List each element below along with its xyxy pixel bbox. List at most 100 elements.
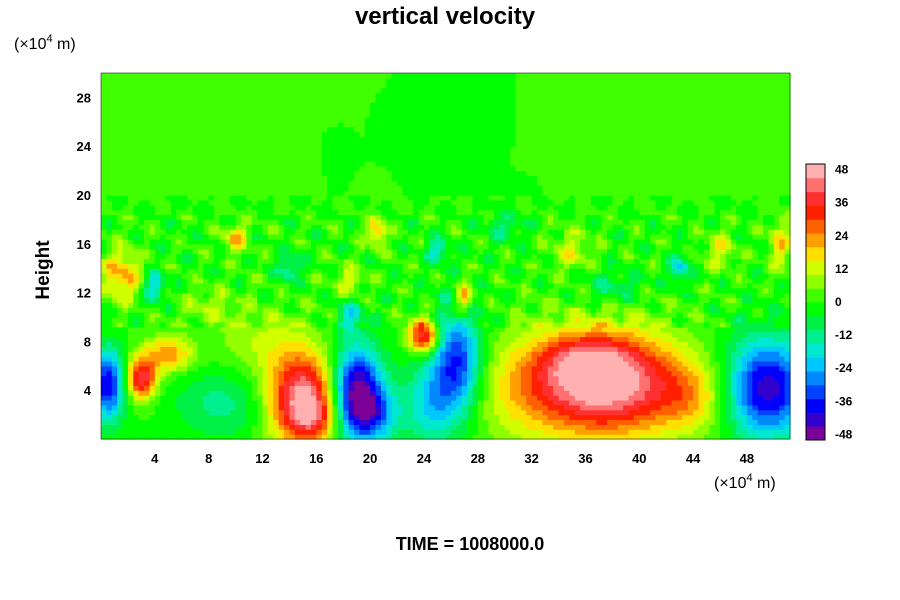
heatmap-cell <box>138 346 145 352</box>
heatmap-cell <box>440 434 447 440</box>
heatmap-cell <box>440 258 447 264</box>
heatmap-cell <box>289 317 296 323</box>
heatmap-cell <box>251 292 258 299</box>
heatmap-cell <box>284 277 290 284</box>
heatmap-cell <box>375 414 382 421</box>
heatmap-cell <box>165 287 172 294</box>
heatmap-cell <box>746 434 753 440</box>
heatmap-cell <box>590 248 597 255</box>
heatmap-cell <box>784 258 791 264</box>
heatmap-cell <box>547 395 554 401</box>
heatmap-cell <box>752 307 759 313</box>
heatmap-cell <box>569 370 576 377</box>
heatmap-cell <box>655 409 662 416</box>
heatmap-cell <box>407 268 414 274</box>
heatmap-cell <box>305 409 312 416</box>
heatmap-cell <box>628 321 635 328</box>
heatmap-cell <box>585 375 592 382</box>
heatmap-cell <box>709 273 716 279</box>
heatmap-cell <box>580 399 587 406</box>
heatmap-cell <box>746 419 753 425</box>
heatmap-cell <box>542 263 549 269</box>
heatmap-cell <box>757 390 764 396</box>
heatmap-cell <box>537 370 543 377</box>
heatmap-cell <box>730 277 737 284</box>
heatmap-cell <box>526 429 533 435</box>
heatmap-cell <box>585 287 592 294</box>
heatmap-cell <box>127 434 134 440</box>
heatmap-cell <box>267 282 274 289</box>
heatmap-cell <box>165 399 172 406</box>
heatmap-cell <box>429 346 436 352</box>
heatmap-cell <box>542 287 549 294</box>
heatmap-cell <box>440 282 447 289</box>
heatmap-cell <box>407 282 414 289</box>
heatmap-cell <box>574 346 581 352</box>
heatmap-cell <box>445 331 452 338</box>
heatmap-cell <box>445 297 452 303</box>
heatmap-cell <box>547 365 554 372</box>
heatmap-cell <box>687 317 694 323</box>
heatmap-cell <box>698 317 705 323</box>
heatmap-cell <box>197 351 204 357</box>
heatmap-cell <box>676 356 683 362</box>
heatmap-cell <box>558 395 565 401</box>
heatmap-cell <box>736 429 743 435</box>
heatmap-cell <box>391 248 398 255</box>
heatmap-cell <box>709 321 716 328</box>
heatmap-cell <box>251 317 258 323</box>
heatmap-cell <box>606 399 613 406</box>
heatmap-cell <box>219 258 226 264</box>
heatmap-cell <box>289 424 296 430</box>
heatmap-cell <box>375 360 382 367</box>
heatmap-cell <box>612 434 619 440</box>
heatmap-cell <box>510 302 517 308</box>
heatmap-cell <box>197 390 204 396</box>
heatmap-cell <box>117 248 124 255</box>
heatmap-cell <box>364 331 371 338</box>
heatmap-cell <box>310 399 317 406</box>
heatmap-cell <box>407 414 414 421</box>
heatmap-cell <box>294 404 301 411</box>
heatmap-cell <box>531 331 538 338</box>
heatmap-cell <box>278 370 285 377</box>
heatmap-cell <box>720 356 726 362</box>
heatmap-cell <box>650 395 657 401</box>
heatmap-cell <box>138 277 145 284</box>
heatmap-cell <box>547 331 554 338</box>
heatmap-cell <box>224 312 231 318</box>
heatmap-cell <box>773 434 780 440</box>
heatmap-cell <box>590 429 597 435</box>
heatmap-cell <box>703 302 710 308</box>
heatmap-cell <box>445 409 452 416</box>
heatmap-cell <box>316 282 323 289</box>
heatmap-cell <box>741 277 748 284</box>
heatmap-cell <box>601 307 608 313</box>
heatmap-cell <box>197 336 204 342</box>
heatmap-cell <box>720 336 726 342</box>
heatmap-cell <box>547 390 554 396</box>
heatmap-cell <box>278 380 285 386</box>
heatmap-cell <box>693 253 700 260</box>
heatmap-cell <box>284 351 290 357</box>
heatmap-cell <box>364 360 371 367</box>
heatmap-cell <box>160 307 167 313</box>
heatmap-cell <box>477 404 484 411</box>
heatmap-cell <box>698 292 705 299</box>
heatmap-cell <box>725 297 732 303</box>
heatmap-cell <box>187 395 194 401</box>
heatmap-cell <box>149 253 156 260</box>
heatmap-cell <box>133 399 140 406</box>
heatmap-cell <box>122 429 129 435</box>
heatmap-cell <box>644 287 651 294</box>
heatmap-cell <box>537 419 543 425</box>
heatmap-cell <box>117 302 124 308</box>
heatmap-cell <box>542 307 549 313</box>
heatmap-cell <box>741 365 748 372</box>
heatmap-cell <box>666 253 673 260</box>
heatmap-cell <box>472 336 479 342</box>
heatmap-cell <box>763 307 770 313</box>
heatmap-cell <box>343 292 350 299</box>
heatmap-cell <box>278 277 285 284</box>
heatmap-cell <box>407 434 414 440</box>
